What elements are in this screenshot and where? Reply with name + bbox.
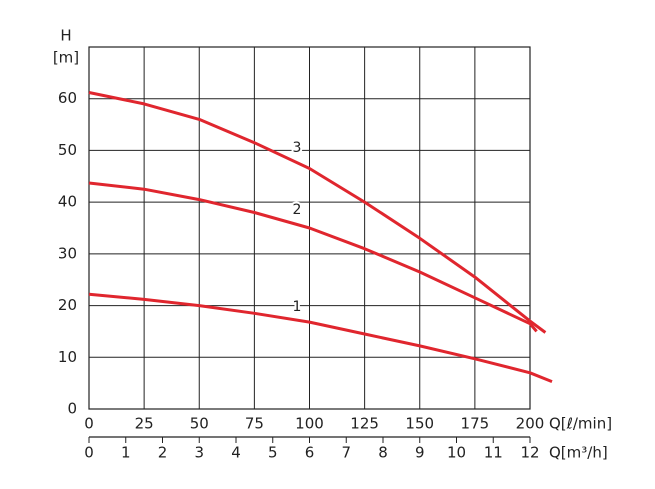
x-tick-label: 25 [135,415,154,433]
x2-tick-label: 0 [84,444,94,462]
x2-tick-label: 7 [341,444,351,462]
x2-tick-label: 11 [484,444,503,462]
x2-tick-label: 9 [415,444,425,462]
x2-tick-label: 5 [268,444,278,462]
x2-tick-label: 12 [520,444,539,462]
y-axis-label: H [60,27,71,45]
curve [88,292,553,383]
curve-label: 2 [293,202,302,218]
x-axis-label: Q[ℓ/min] [549,415,612,433]
y-tick-label: 20 [58,296,77,314]
curve [88,181,538,333]
x2-tick-label: 6 [305,444,315,462]
x-tick-label: 75 [245,415,264,433]
curve-label: 1 [293,299,302,315]
y-tick-label: 30 [58,244,77,262]
x-tick-label: 150 [405,415,434,433]
y-tick-label: 40 [58,193,77,211]
x2-tick-label: 1 [121,444,131,462]
x2-tick-label: 4 [231,444,241,462]
x-tick-label: 200 [516,415,545,433]
x2-axis-label: Q[m³/h] [549,444,608,462]
x2-tick-label: 3 [194,444,204,462]
x2-tick-label: 10 [447,444,466,462]
x-tick-label: 50 [190,415,209,433]
x-tick-label: 100 [295,415,324,433]
x-tick-label: 175 [461,415,490,433]
y-tick-label: 50 [58,141,77,159]
curve-label: 3 [293,140,302,156]
curve [88,91,547,334]
x2-tick-label: 8 [378,444,388,462]
y-tick-label: 10 [58,348,77,366]
x2-tick-label: 2 [158,444,168,462]
y-tick-label: 0 [67,400,77,418]
y-tick-label: 60 [58,89,77,107]
x-tick-label: 125 [350,415,379,433]
x-tick-label: 0 [84,415,94,433]
y-axis-unit: [m] [53,49,79,67]
